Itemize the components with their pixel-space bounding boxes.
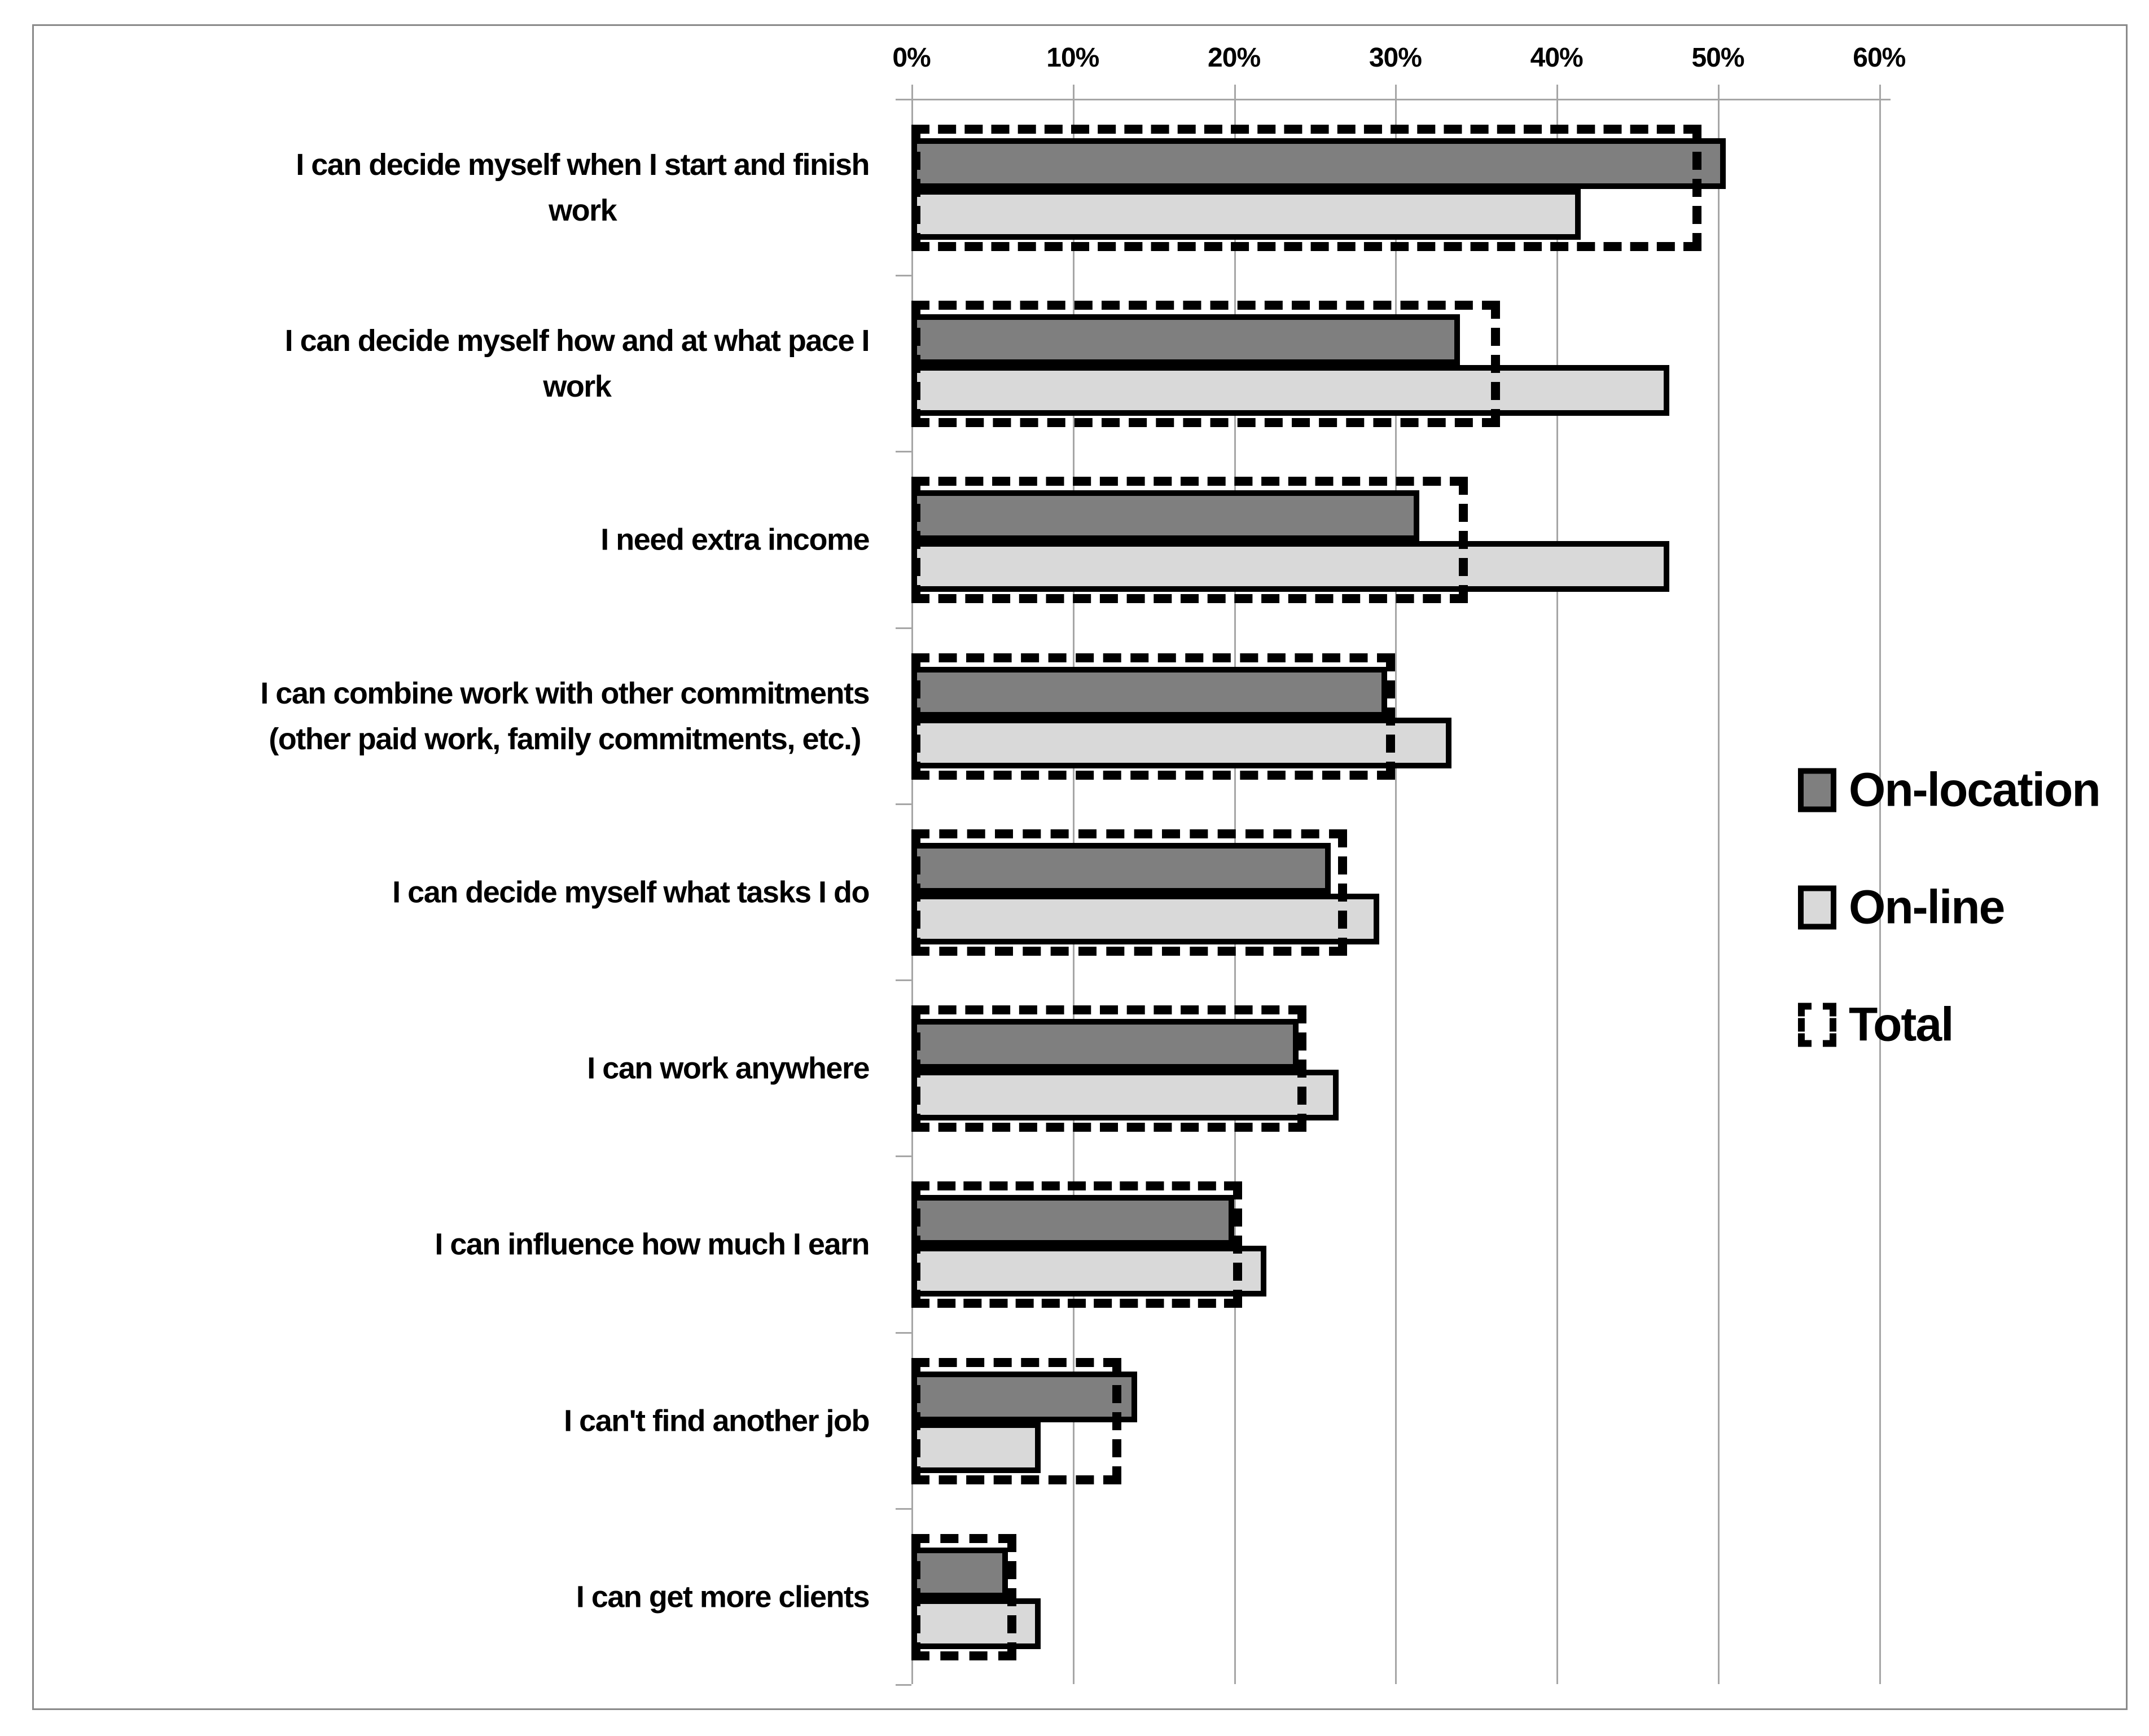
bar-on-line	[911, 365, 1670, 416]
x-axis-tick	[1234, 85, 1236, 113]
gridline	[1718, 99, 1720, 1684]
category-axis-tick	[896, 1155, 911, 1158]
x-axis-tick	[1556, 85, 1559, 113]
category-label: I can decide myself when I start and fin…	[296, 148, 870, 227]
category-label: I can decide myself how and at what pace…	[284, 324, 870, 404]
category-axis-tick	[896, 979, 911, 982]
total-outline	[911, 653, 1396, 780]
x-axis-tick	[1072, 85, 1074, 113]
category-label: I can work anywhere	[587, 1051, 870, 1085]
x-axis-tick	[1395, 85, 1397, 113]
total-outline	[911, 1005, 1307, 1132]
x-axis-tick	[1718, 85, 1720, 113]
category-label: I can decide myself what tasks I do	[392, 875, 870, 909]
category-label: I can't find another job	[564, 1404, 870, 1438]
legend-swatch-filled	[1798, 885, 1836, 929]
bar-on-location	[911, 138, 1726, 189]
x-axis-tick	[911, 85, 913, 113]
category-label: I can combine work with other commitment…	[260, 676, 870, 756]
bar-on-line	[911, 1246, 1266, 1297]
legend-label: On-location	[1849, 763, 2101, 816]
x-tick-label: 50%	[1691, 43, 1744, 73]
category-axis-tick	[896, 451, 911, 453]
bar-on-location	[911, 1019, 1299, 1070]
total-outline	[911, 1181, 1242, 1308]
bar-on-line	[911, 189, 1581, 240]
x-axis-tick	[1879, 85, 1881, 113]
gridline	[1395, 99, 1397, 1684]
legend-swatch-dashed	[1798, 1003, 1836, 1047]
legend-swatch-filled	[1798, 768, 1836, 812]
bar-on-line	[911, 1070, 1339, 1121]
bar-on-line	[911, 1422, 1041, 1473]
x-tick-label: 0%	[892, 43, 931, 73]
x-tick-label: 60%	[1853, 43, 1906, 73]
total-outline	[911, 477, 1468, 604]
total-outline	[911, 1533, 1016, 1660]
bar-on-line	[911, 893, 1379, 944]
legend-item-on-line: On-line	[1798, 880, 2005, 935]
gridline	[1879, 99, 1881, 1684]
bar-on-location	[911, 842, 1331, 894]
bar-on-location	[911, 490, 1420, 542]
bar-on-location	[911, 314, 1460, 366]
category-axis-tick	[896, 627, 911, 629]
total-outline	[911, 829, 1347, 956]
category-label: I can get more clients	[576, 1580, 870, 1614]
bar-on-line	[911, 541, 1670, 592]
x-tick-label: 10%	[1046, 43, 1099, 73]
category-label: I need extra income	[600, 522, 870, 557]
bar-on-line	[911, 1598, 1041, 1649]
legend-item-on-location: On-location	[1798, 763, 2101, 818]
total-outline	[911, 1357, 1121, 1484]
gridline	[1556, 99, 1559, 1684]
category-axis-tick	[896, 1684, 911, 1686]
total-outline	[911, 301, 1501, 428]
bar-on-location	[911, 666, 1388, 718]
category-axis-tick	[896, 1331, 911, 1334]
x-tick-label: 30%	[1369, 43, 1422, 73]
category-axis-tick	[896, 99, 911, 100]
x-tick-label: 40%	[1530, 43, 1584, 73]
category-axis-tick	[896, 1508, 911, 1510]
category-axis-tick	[896, 275, 911, 277]
x-axis-line	[906, 99, 1891, 100]
x-tick-label: 20%	[1208, 43, 1261, 73]
category-label: I can influence how much I earn	[435, 1227, 870, 1262]
legend-label: On-line	[1849, 880, 2005, 934]
category-axis-tick	[896, 803, 911, 805]
total-outline	[911, 125, 1702, 251]
legend-label: Total	[1849, 997, 1954, 1051]
bar-on-location	[911, 1195, 1234, 1246]
bar-on-line	[911, 717, 1452, 768]
legend-item-total: Total	[1798, 997, 1954, 1052]
